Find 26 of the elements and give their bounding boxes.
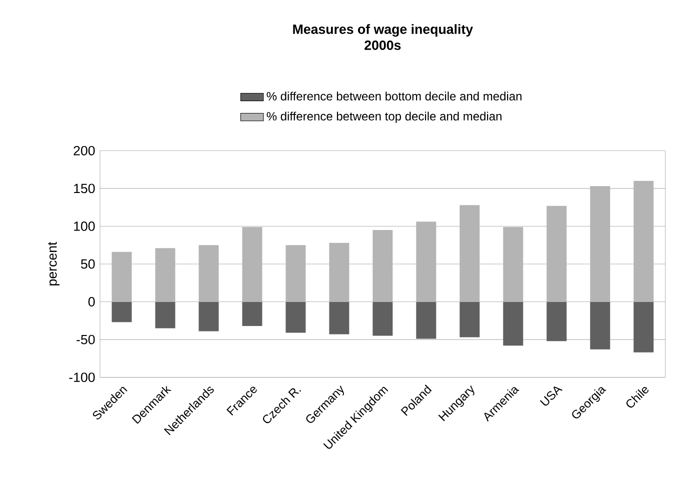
y-tick-label: 50: [81, 259, 95, 269]
legend-label: % difference between top decile and median: [266, 112, 502, 123]
bar: [155, 302, 176, 328]
bar: [546, 302, 567, 342]
bar: [634, 302, 654, 352]
bar: [372, 302, 393, 336]
chart-title: Measures of wage inequality: [293, 24, 473, 37]
y-tick-label: 0: [88, 297, 95, 306]
bar: [242, 302, 262, 326]
y-axis-title: percent: [48, 242, 60, 286]
chart-subtitle: 2000s: [364, 40, 401, 50]
bar: [503, 302, 524, 346]
y-tick-label: -50: [76, 334, 95, 344]
legend-label: % difference between bottom decile and median: [266, 92, 522, 100]
y-tick-label: 100: [74, 222, 95, 231]
bar: [590, 302, 610, 350]
y-tick-label: 150: [74, 184, 95, 194]
bar: [112, 302, 132, 322]
y-tick-label: -100: [69, 372, 95, 382]
x-tick-label: USA: [540, 386, 563, 406]
bar: [286, 302, 306, 333]
bar: [329, 302, 350, 334]
y-tick-label: 200: [74, 146, 95, 156]
bar: [198, 302, 219, 332]
bar: [416, 302, 436, 339]
bar: [460, 302, 480, 338]
